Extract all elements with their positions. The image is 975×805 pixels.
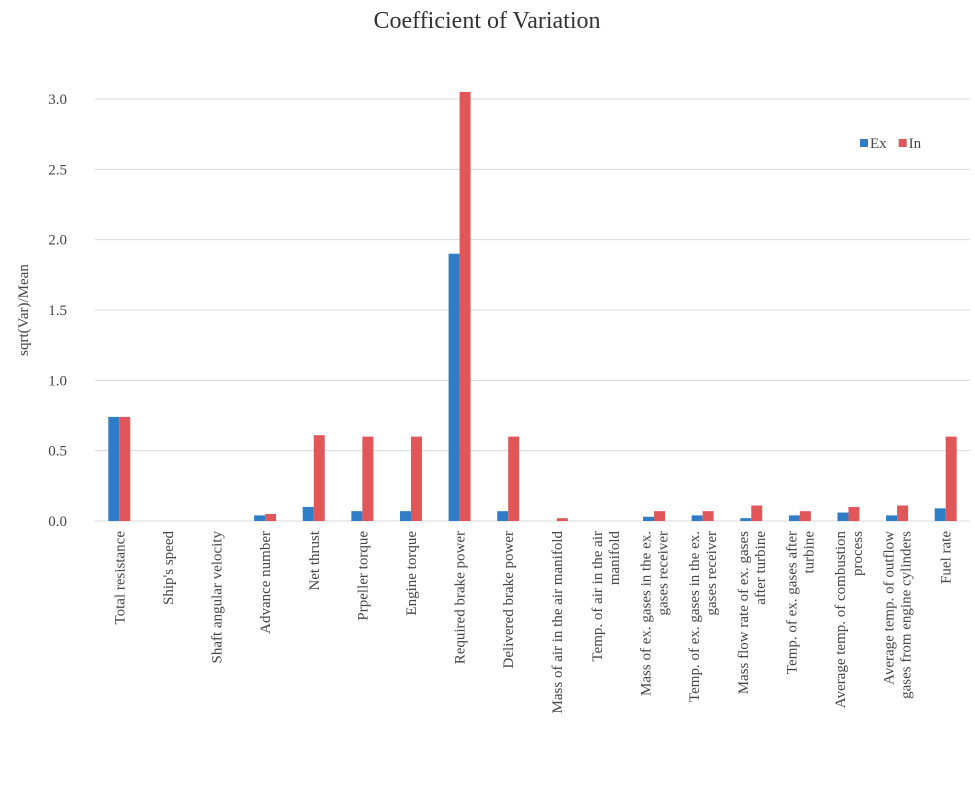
x-tick-label: Total resistance [112,531,128,625]
bar [459,91,471,521]
bar [643,516,655,521]
x-tick-label: Mass flow rate of ex. gasesafter turbine [736,531,769,695]
bar [788,515,800,521]
x-tick-label: Delivered brake power [501,531,517,668]
y-tick-label: 1.5 [48,303,67,319]
y-tick-label: 0.5 [48,444,67,460]
legend-swatch [860,139,868,147]
x-tick-label: Net thrust [307,530,323,590]
x-tick-label: Ship's speed [161,531,177,605]
bar [265,513,277,521]
bar [254,515,266,521]
bar [691,515,703,521]
bar [313,435,325,521]
x-tick-label: Fuel rate [939,531,955,584]
x-tick-label: Prpeller torque [355,531,371,621]
legend-label: In [909,136,922,152]
bar [108,416,120,521]
y-tick-label: 0.0 [48,514,67,530]
bar [119,416,131,521]
bar [751,505,763,521]
bar [945,436,957,521]
x-tick-label: Temp. of air in the airmanifold [590,531,623,662]
x-tick-label: Mass of air in the air manifold [550,531,566,714]
x-tick-label: Shaft angular velocity [210,531,226,664]
legend-label: Ex [870,136,887,152]
x-tick-label: Average temp. of combustionprocess [833,531,866,709]
legend-swatch [898,139,907,147]
bar [448,253,460,521]
x-tick-label: Temp. of ex. gases afterturbine [784,531,817,674]
bar [497,511,509,521]
x-tick-label: Required brake power [453,531,469,664]
bar [508,436,520,521]
bar [702,511,714,521]
bar [556,518,568,521]
bar [410,436,422,521]
bar [934,508,946,521]
bar [886,515,898,521]
bar [351,511,363,521]
bar [302,506,314,521]
y-axis-label: sqrt(Var)/Mean [16,264,32,356]
y-tick-label: 1.0 [48,373,67,389]
x-tick-label: Temp. of ex. gases in the ex.gases recei… [687,531,720,702]
bar [399,511,411,521]
x-tick-label: Advance number [258,531,274,634]
bar [362,436,374,521]
x-tick-label: Engine torque [404,531,420,616]
y-tick-label: 3.0 [48,92,67,108]
y-tick-label: 2.0 [48,233,67,249]
x-tick-label: Mass of ex. gases in the ex.gases receiv… [639,531,672,696]
x-tick-label: Average temp. of outflowgases from engin… [882,531,915,699]
bar [837,512,849,521]
y-tick-label: 2.5 [48,162,67,178]
chart-title: Coefficient of Variation [373,8,600,34]
bar [897,505,909,521]
bar [799,511,811,521]
bar [740,518,752,521]
bar [654,511,666,521]
bar [848,506,860,521]
